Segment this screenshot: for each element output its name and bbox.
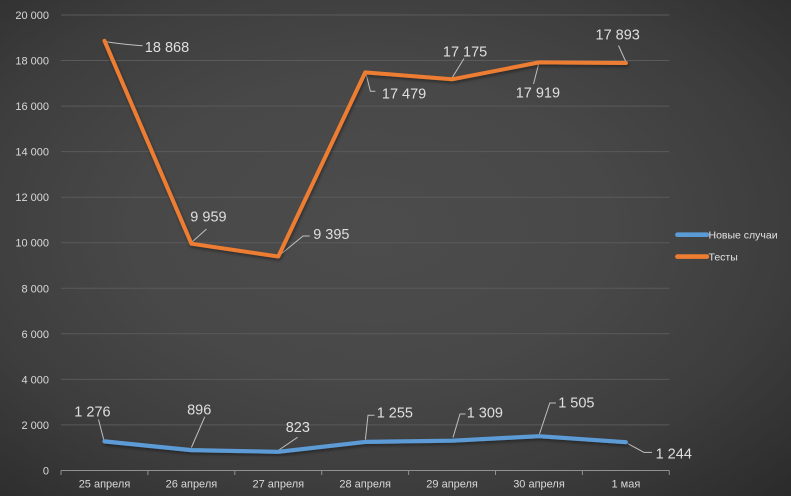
svg-text:1 244: 1 244: [656, 447, 692, 463]
svg-text:1 276: 1 276: [74, 405, 110, 421]
svg-text:14 000: 14 000: [15, 147, 49, 159]
svg-text:9 959: 9 959: [190, 209, 226, 225]
svg-text:17 919: 17 919: [516, 85, 560, 101]
svg-text:25 апреля: 25 апреля: [79, 479, 131, 491]
svg-text:1 505: 1 505: [558, 396, 594, 412]
svg-text:17 479: 17 479: [382, 87, 426, 103]
svg-text:17 893: 17 893: [596, 27, 640, 43]
svg-text:16 000: 16 000: [15, 101, 49, 113]
svg-text:18 868: 18 868: [145, 40, 189, 56]
svg-text:6 000: 6 000: [21, 329, 49, 341]
svg-text:0: 0: [43, 466, 49, 478]
svg-text:20 000: 20 000: [15, 10, 49, 22]
svg-text:28 апреля: 28 апреля: [339, 479, 391, 491]
svg-text:1 309: 1 309: [467, 405, 503, 421]
svg-text:Тесты: Тесты: [709, 252, 738, 264]
svg-text:12 000: 12 000: [15, 192, 49, 204]
svg-text:18 000: 18 000: [15, 56, 49, 68]
svg-text:26 апреля: 26 апреля: [166, 479, 218, 491]
svg-text:9 395: 9 395: [313, 227, 349, 243]
svg-text:10 000: 10 000: [15, 238, 49, 250]
svg-text:2 000: 2 000: [21, 420, 49, 432]
svg-text:29 апреля: 29 апреля: [426, 479, 478, 491]
svg-text:Новые случаи: Новые случаи: [709, 230, 778, 242]
svg-text:823: 823: [286, 420, 310, 436]
svg-text:4 000: 4 000: [21, 374, 49, 386]
svg-text:8 000: 8 000: [21, 283, 49, 295]
svg-text:1 мая: 1 мая: [611, 479, 640, 491]
svg-text:27 апреля: 27 апреля: [252, 479, 304, 491]
svg-text:30 апреля: 30 апреля: [513, 479, 565, 491]
svg-text:896: 896: [187, 403, 211, 419]
svg-text:17 175: 17 175: [443, 45, 487, 61]
svg-text:1 255: 1 255: [377, 405, 413, 421]
